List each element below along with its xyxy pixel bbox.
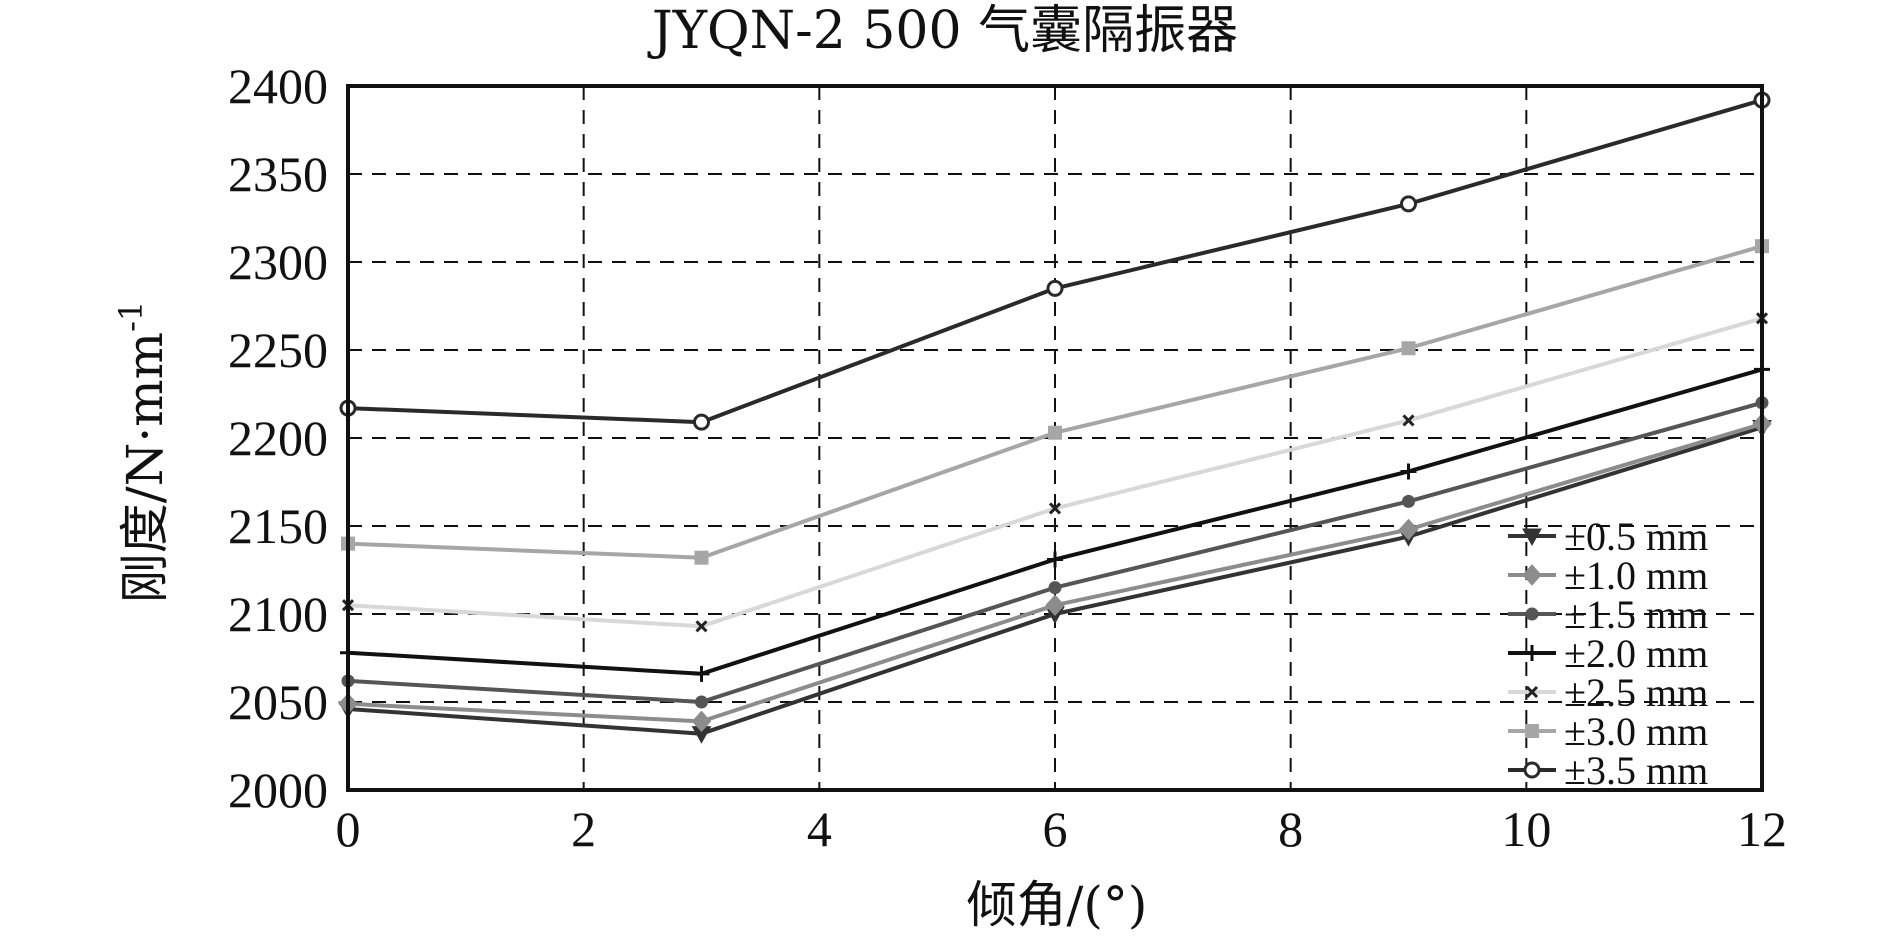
legend-marker bbox=[1525, 724, 1539, 738]
data-point bbox=[1402, 414, 1415, 427]
data-point bbox=[693, 413, 710, 431]
y-tick-label: 2300 bbox=[228, 234, 328, 290]
data-point bbox=[1046, 279, 1064, 297]
legend-label: ±2.0 mm bbox=[1564, 631, 1708, 676]
legend-entry: ±2.5 mm bbox=[1508, 670, 1708, 715]
x-tick-label: 2 bbox=[571, 801, 596, 857]
x-tick-label: 10 bbox=[1501, 801, 1551, 857]
data-point bbox=[1048, 581, 1062, 595]
y-tick-label: 2100 bbox=[228, 586, 328, 642]
series-layer bbox=[338, 91, 1772, 744]
y-tick-label: 2400 bbox=[228, 58, 328, 114]
data-point bbox=[1400, 463, 1417, 480]
x-tick-label: 0 bbox=[336, 801, 361, 857]
legend-label: ±3.0 mm bbox=[1564, 709, 1708, 754]
legend-label: ±1.5 mm bbox=[1564, 592, 1708, 637]
y-tick-label: 2250 bbox=[228, 322, 328, 378]
series-7 bbox=[339, 91, 1771, 431]
legend-entry: ±1.5 mm bbox=[1508, 592, 1708, 637]
y-tick-label: 2200 bbox=[228, 410, 328, 466]
legend-marker bbox=[1522, 564, 1542, 586]
series-5 bbox=[341, 312, 1769, 633]
x-axis-label: 倾角/(°) bbox=[967, 876, 1148, 934]
plot-frame bbox=[346, 84, 1764, 792]
y-tick-label: 2000 bbox=[228, 762, 328, 818]
y-tick-labels: 2000 2050 2100 2150 2200 2250 2300 2350 2400 bbox=[228, 58, 328, 818]
legend-marker bbox=[1525, 685, 1539, 699]
legend-entry: ±1.0 mm bbox=[1508, 553, 1708, 598]
y-axis-label-superscript: -1 bbox=[112, 301, 150, 332]
legend: ±0.5 mm±1.0 mm±1.5 mm±2.0 mm±2.5 mm±3.0 … bbox=[1508, 514, 1708, 793]
legend-entry: ±2.0 mm bbox=[1508, 631, 1708, 676]
data-point bbox=[1400, 195, 1417, 213]
x-tick-labels: 0 2 4 6 8 10 12 bbox=[336, 801, 1788, 857]
data-point bbox=[695, 620, 708, 633]
legend-entry: ±0.5 mm bbox=[1508, 514, 1708, 559]
legend-marker bbox=[1522, 528, 1542, 547]
data-point bbox=[1047, 551, 1063, 568]
legend-label: ±2.5 mm bbox=[1564, 670, 1708, 715]
series-2 bbox=[338, 413, 1772, 733]
data-point bbox=[694, 550, 709, 565]
legend-marker bbox=[1523, 761, 1541, 779]
y-tick-label: 2350 bbox=[228, 146, 328, 202]
legend-entry: ±3.0 mm bbox=[1508, 709, 1708, 754]
y-tick-label: 2150 bbox=[228, 498, 328, 554]
series-3 bbox=[341, 396, 1769, 709]
chart-title: JYQN-2 500 气囊隔振器 bbox=[647, 1, 1238, 61]
legend-entry: ±3.5 mm bbox=[1508, 748, 1708, 793]
y-axis-label: 刚度/N·mm-1 bbox=[112, 301, 174, 604]
data-point bbox=[691, 710, 712, 733]
x-tick-label: 12 bbox=[1737, 801, 1787, 857]
legend-label: ±0.5 mm bbox=[1564, 514, 1708, 559]
data-point bbox=[1045, 594, 1065, 616]
legend-marker bbox=[1524, 645, 1540, 661]
data-point bbox=[693, 665, 710, 682]
x-tick-label: 6 bbox=[1043, 801, 1068, 857]
data-point bbox=[1402, 494, 1415, 508]
legend-label: ±1.0 mm bbox=[1564, 553, 1708, 598]
data-point bbox=[1398, 518, 1419, 541]
data-point bbox=[695, 695, 708, 709]
data-point bbox=[1401, 341, 1416, 356]
data-point bbox=[1048, 502, 1062, 515]
x-tick-label: 4 bbox=[807, 801, 832, 857]
legend-label: ±3.5 mm bbox=[1564, 748, 1708, 793]
data-point bbox=[1048, 425, 1062, 440]
legend-marker bbox=[1525, 607, 1539, 621]
x-tick-label: 8 bbox=[1278, 801, 1303, 857]
y-tick-label: 2050 bbox=[228, 674, 328, 730]
y-axis-label-main: 刚度/N·mm bbox=[116, 332, 174, 603]
